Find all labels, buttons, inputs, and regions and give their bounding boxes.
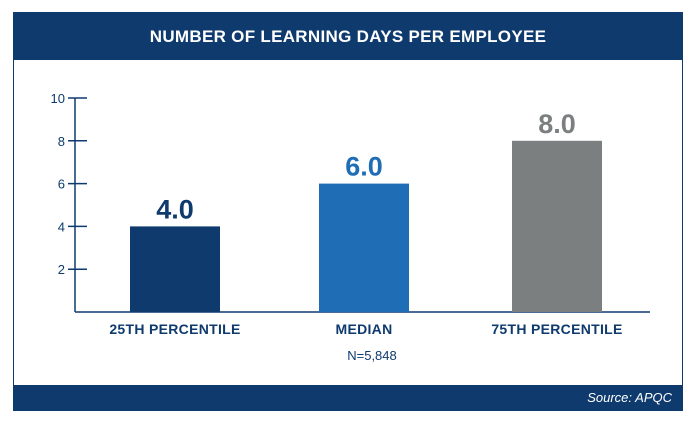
sample-size-note: N=5,848 bbox=[347, 348, 397, 363]
source-note: Source: APQC bbox=[587, 390, 672, 405]
footer-bar: Source: APQC bbox=[14, 385, 682, 410]
bar bbox=[319, 183, 409, 312]
data-label: 6.0 bbox=[345, 152, 383, 182]
y-tick-label: 6 bbox=[58, 177, 65, 192]
y-tick-label: 2 bbox=[58, 262, 65, 277]
category-label: MEDIAN bbox=[335, 321, 392, 337]
category-label: 25TH PERCENTILE bbox=[109, 321, 240, 337]
labels: 4.0 25TH PERCENTILE 6.0 MEDIAN 8.0 75TH PERCE… bbox=[109, 109, 622, 337]
data-label: 8.0 bbox=[538, 109, 576, 139]
y-tick-label: 10 bbox=[51, 91, 65, 106]
chart-title: NUMBER OF LEARNING DAYS PER EMPLOYEE bbox=[14, 13, 682, 60]
bar bbox=[130, 226, 220, 312]
y-tick-label: 4 bbox=[58, 219, 65, 234]
bar bbox=[512, 140, 602, 312]
category-label: 75TH PERCENTILE bbox=[491, 321, 622, 337]
data-label: 4.0 bbox=[156, 194, 194, 224]
bars bbox=[130, 140, 602, 312]
y-tick-label: 8 bbox=[58, 134, 65, 149]
